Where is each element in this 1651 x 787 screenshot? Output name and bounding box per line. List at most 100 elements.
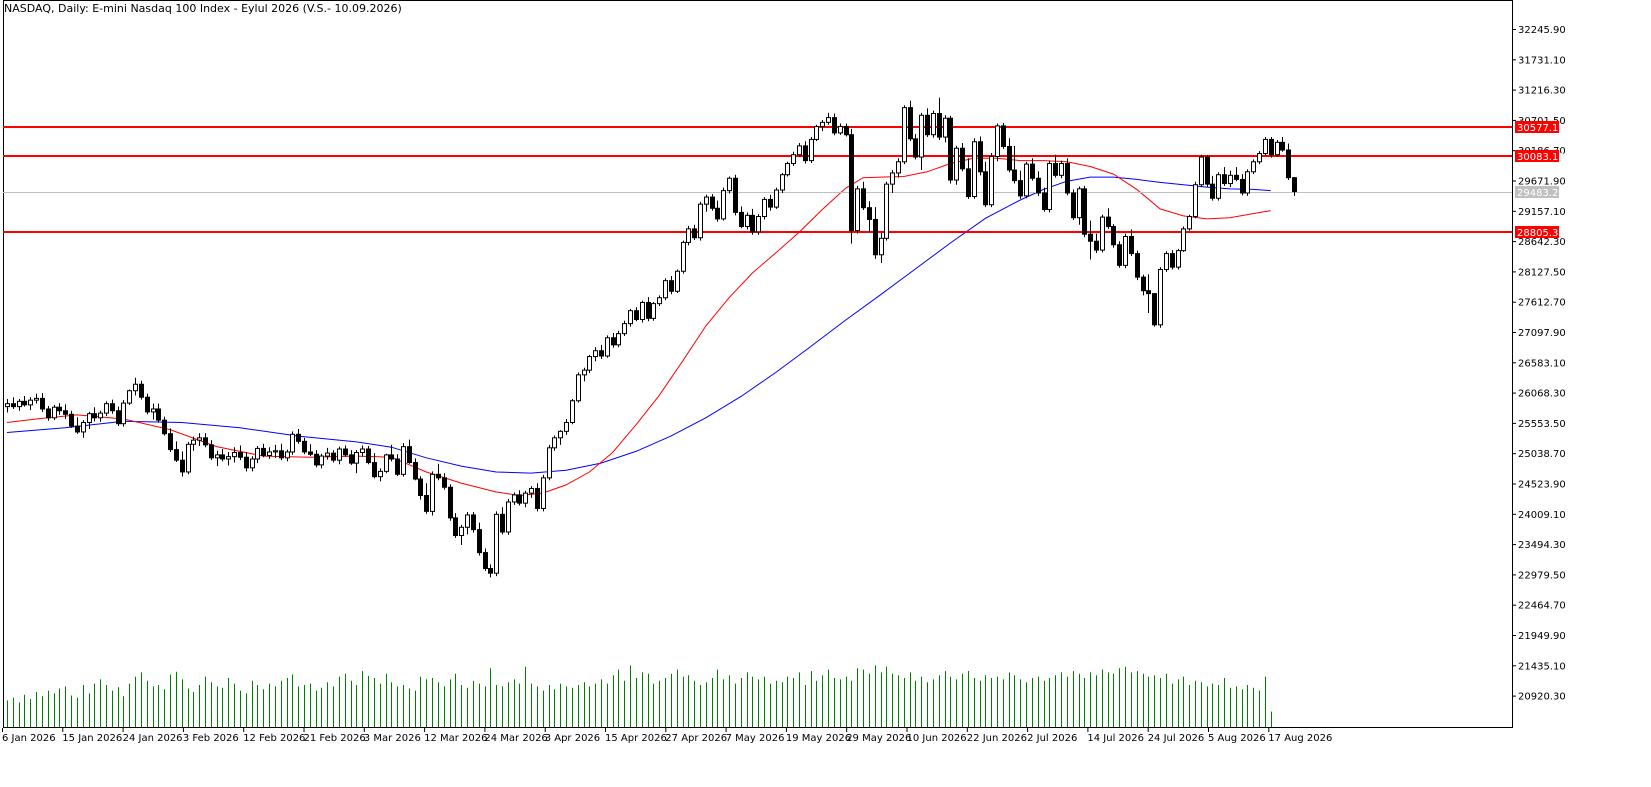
candle-body — [1088, 233, 1093, 242]
candle-body — [75, 425, 80, 433]
price-tick-label: 27097.90 — [1518, 328, 1566, 339]
candle-body — [477, 529, 482, 554]
candle-body — [273, 450, 278, 453]
candle-body — [558, 430, 563, 439]
candle-body — [296, 433, 301, 442]
candle-body — [413, 462, 418, 480]
candle-body — [640, 301, 645, 321]
candle-body — [785, 163, 790, 176]
price-tick-label: 21435.10 — [1518, 661, 1566, 672]
candle-body — [1146, 290, 1151, 295]
candle-body — [1065, 163, 1070, 194]
candle-body — [593, 350, 598, 358]
candle-body — [1193, 184, 1198, 218]
candle-body — [791, 154, 796, 165]
candle-body — [681, 241, 686, 272]
candle-body — [1071, 192, 1076, 219]
candle-body — [459, 526, 464, 537]
candle-body — [1275, 141, 1280, 156]
candle-body — [1077, 188, 1082, 219]
candle-body — [1100, 216, 1105, 251]
current-price-badge-bg — [1515, 186, 1559, 198]
candle-body — [261, 447, 266, 456]
candle-body — [937, 113, 942, 138]
candle-body — [1042, 192, 1047, 210]
candle-body — [63, 410, 68, 415]
candle-body — [517, 494, 522, 504]
candle-body — [966, 168, 971, 198]
candle-body — [255, 447, 260, 460]
candle-body — [1251, 161, 1256, 173]
ma-slow-layer — [6, 176, 1271, 474]
candle-body — [838, 125, 843, 134]
time-tick-label: 27 Apr 2026 — [665, 733, 727, 744]
candle-body — [1047, 163, 1052, 210]
candle-body — [116, 410, 121, 425]
candle-body — [1158, 268, 1163, 326]
candle-body — [1170, 253, 1175, 268]
candle-body — [40, 397, 45, 410]
candle-body — [616, 333, 621, 346]
candle-body — [407, 446, 412, 464]
candle-body — [156, 408, 161, 421]
candle-body — [541, 477, 546, 509]
candle-body — [884, 183, 889, 239]
candle-body — [710, 196, 715, 209]
candle-body — [1234, 174, 1239, 180]
candle-body — [186, 443, 191, 473]
candle-body — [978, 141, 983, 173]
candle-body — [1094, 240, 1099, 251]
time-tick-label: 2 Jul 2026 — [1027, 733, 1077, 744]
candle-body — [290, 433, 295, 453]
candle-body — [1263, 138, 1268, 155]
candle-body — [366, 448, 371, 464]
time-tick-label: 21 Feb 2026 — [304, 733, 366, 744]
price-tick-label: 29671.90 — [1518, 177, 1566, 188]
candle-body — [774, 189, 779, 208]
candle-body — [995, 125, 1000, 157]
candle-body — [98, 412, 103, 419]
time-tick-label: 7 May 2026 — [726, 733, 785, 744]
candle-body — [46, 408, 51, 419]
candle-body — [599, 350, 604, 357]
candle-body — [611, 337, 616, 346]
plot-border — [3, 0, 1513, 728]
candle-body — [226, 456, 231, 460]
candle-body — [483, 552, 488, 569]
candle-body — [867, 207, 872, 220]
candle-body — [686, 228, 691, 243]
candle-body — [1228, 174, 1233, 185]
time-tick-label: 22 Jun 2026 — [967, 733, 1027, 744]
candle-body — [442, 477, 447, 488]
candle-body — [436, 473, 441, 479]
candle-body — [582, 369, 587, 376]
time-tick-label: 15 Jan 2026 — [62, 733, 122, 744]
candle-body — [191, 439, 196, 445]
candle-body — [1082, 188, 1087, 235]
candle-body — [564, 422, 569, 432]
candle-body — [1152, 293, 1157, 326]
candle-body — [325, 452, 330, 457]
candle-body — [215, 454, 220, 459]
candle-body — [1222, 174, 1227, 185]
candle-body — [209, 444, 214, 459]
candle-body — [715, 207, 720, 220]
candle-body — [279, 450, 284, 459]
candle-body — [849, 134, 854, 232]
price-tick-label: 21949.90 — [1518, 631, 1566, 642]
time-tick-label: 3 Mar 2026 — [364, 733, 421, 744]
candle-body — [745, 214, 750, 228]
candle-body — [343, 448, 348, 456]
candle-body — [523, 492, 528, 504]
candle-body — [1280, 141, 1285, 151]
candle-body — [1106, 216, 1111, 228]
candle-body — [121, 402, 126, 425]
candle-body — [954, 147, 959, 181]
candle-body — [721, 190, 726, 220]
time-tick-label: 3 Apr 2026 — [545, 733, 600, 744]
candle-body — [151, 408, 156, 413]
candle-body — [92, 413, 97, 419]
candle-body — [69, 413, 74, 427]
candle-body — [733, 177, 738, 213]
